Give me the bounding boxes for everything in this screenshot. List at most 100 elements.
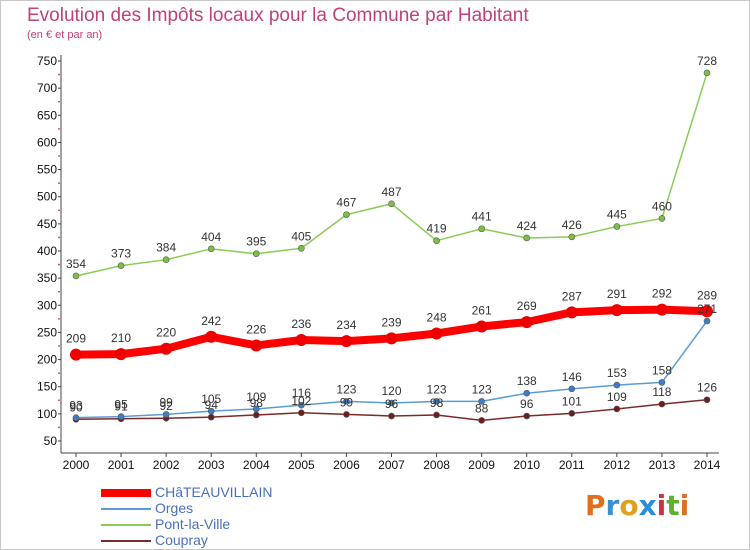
y-minor-tick xyxy=(58,345,60,347)
data-point xyxy=(385,332,398,345)
data-point xyxy=(475,320,488,333)
legend-label: CHâTEAUVILLAIN xyxy=(155,484,273,500)
y-tick-label: 400 xyxy=(37,244,57,258)
data-label: 146 xyxy=(562,370,582,384)
data-label: 123 xyxy=(336,382,356,396)
data-label: 261 xyxy=(472,303,492,317)
data-point xyxy=(655,303,668,316)
data-label: 158 xyxy=(652,363,672,377)
x-tick-label: 2014 xyxy=(694,458,721,472)
series-layer xyxy=(70,69,713,424)
data-point xyxy=(520,316,533,329)
x-tick-label: 2009 xyxy=(468,458,495,472)
data-point xyxy=(343,411,350,418)
data-point xyxy=(658,379,666,386)
data-point xyxy=(388,412,395,420)
data-point xyxy=(610,304,623,317)
data-label: 269 xyxy=(517,299,537,313)
legend-swatch xyxy=(101,524,151,526)
y-tick-label: 200 xyxy=(37,353,57,367)
data-label: 90 xyxy=(69,400,83,414)
data-point xyxy=(568,410,576,417)
chart-axes: 50 100 150 200 250 300 350 400 450 500 550 600 650 70… xyxy=(37,54,721,472)
data-label: 120 xyxy=(381,384,401,398)
chart-subtitle: (en € et par an) xyxy=(27,29,103,41)
x-tick-label: 2001 xyxy=(108,458,135,472)
y-minor-tick xyxy=(58,209,60,212)
data-point xyxy=(298,409,305,417)
data-point xyxy=(162,411,170,418)
y-minor-tick xyxy=(58,182,60,185)
y-minor-tick xyxy=(58,290,60,293)
data-label: 236 xyxy=(291,317,311,331)
data-point xyxy=(613,223,621,230)
data-label: 384 xyxy=(156,241,176,255)
y-tick-label: 50 xyxy=(44,434,58,448)
y-minor-tick xyxy=(58,73,60,76)
proxiti-logo: Proxiti xyxy=(585,489,689,522)
data-label: 445 xyxy=(607,208,627,222)
data-point xyxy=(207,407,215,415)
data-point xyxy=(703,69,711,77)
data-label: 292 xyxy=(652,287,672,301)
data-labels-layer: 354 373 384 404 395 405 467 487 419 441 424 426 445 4… xyxy=(66,54,717,415)
data-point xyxy=(523,412,531,420)
data-point xyxy=(565,306,578,319)
x-tick-label: 2013 xyxy=(649,458,676,472)
data-point xyxy=(388,399,395,407)
data-point xyxy=(433,237,440,244)
x-tick-label: 2010 xyxy=(513,458,540,472)
y-tick-label: 150 xyxy=(37,380,57,394)
data-label: 441 xyxy=(472,210,492,224)
data-label: 404 xyxy=(201,230,221,244)
data-point xyxy=(433,411,440,419)
legend-swatch xyxy=(101,489,151,497)
data-point xyxy=(343,398,350,405)
y-tick-label: 600 xyxy=(37,135,57,149)
y-minor-tick xyxy=(58,317,60,320)
data-label: 138 xyxy=(517,374,537,388)
data-point xyxy=(298,244,305,252)
x-tick-label: 2006 xyxy=(333,458,360,472)
y-tick-label: 250 xyxy=(37,325,57,339)
data-point xyxy=(252,250,260,258)
y-minor-tick xyxy=(58,426,60,429)
y-tick-label: 500 xyxy=(37,190,57,204)
data-point xyxy=(70,348,82,361)
data-point xyxy=(295,334,308,347)
series-ch-teauvillain xyxy=(70,303,713,361)
x-tick-label: 2002 xyxy=(153,458,180,472)
data-label: 239 xyxy=(381,315,401,329)
series-pont-la-ville xyxy=(72,69,711,280)
logo-letter: x xyxy=(638,489,657,522)
y-minor-tick xyxy=(58,263,60,266)
data-label: 94 xyxy=(205,398,219,412)
data-label: 109 xyxy=(246,390,266,404)
data-label: 460 xyxy=(652,199,672,213)
data-point xyxy=(568,233,576,241)
y-tick-label: 100 xyxy=(37,407,57,421)
data-label: 354 xyxy=(66,257,86,271)
data-point xyxy=(703,396,711,404)
x-tick-label: 2004 xyxy=(243,458,270,472)
x-tick-label: 2005 xyxy=(288,458,315,472)
data-point xyxy=(343,211,350,218)
x-tick-label: 2000 xyxy=(63,458,90,472)
data-point xyxy=(568,385,576,393)
data-label: 95 xyxy=(114,398,128,412)
data-label: 209 xyxy=(66,332,86,346)
data-label: 123 xyxy=(472,382,492,396)
data-point xyxy=(72,272,80,280)
data-label: 242 xyxy=(201,314,221,328)
data-point xyxy=(298,401,305,409)
logo-letter: i xyxy=(656,489,667,522)
y-tick-label: 750 xyxy=(37,54,57,68)
logo-letter: i xyxy=(679,489,690,522)
data-label: 467 xyxy=(336,196,356,210)
data-label: 234 xyxy=(336,318,356,332)
data-point xyxy=(523,389,531,397)
data-label: 487 xyxy=(381,185,401,199)
data-point xyxy=(207,245,215,253)
